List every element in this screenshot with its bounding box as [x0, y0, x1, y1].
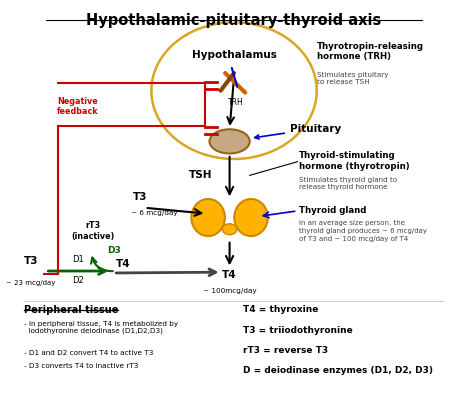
- Text: T3: T3: [133, 192, 147, 202]
- Ellipse shape: [234, 199, 268, 236]
- Text: Thyroid-stimulating
hormone (thyrotropin): Thyroid-stimulating hormone (thyrotropin…: [299, 151, 410, 171]
- Text: Negative
feedback: Negative feedback: [57, 97, 99, 116]
- Text: ~ 23 mcg/day: ~ 23 mcg/day: [7, 280, 56, 286]
- Text: T3 = triiodothyronine: T3 = triiodothyronine: [243, 326, 353, 335]
- Text: D1: D1: [72, 255, 84, 264]
- Text: - D3 converts T4 to inactive rT3: - D3 converts T4 to inactive rT3: [24, 363, 138, 369]
- Text: T3: T3: [24, 256, 38, 266]
- Text: T4 = thyroxine: T4 = thyroxine: [243, 305, 319, 314]
- Text: ~ 100mcg/day: ~ 100mcg/day: [203, 288, 256, 294]
- Text: ~ 6 mcg/day: ~ 6 mcg/day: [131, 210, 178, 216]
- Text: Thyrotropin-releasing
hormone (TRH): Thyrotropin-releasing hormone (TRH): [317, 42, 424, 61]
- Text: Hypothalamic-pituitary-thyroid axis: Hypothalamic-pituitary-thyroid axis: [86, 13, 382, 28]
- Text: of T3 and ~ 100 mcg/day of T4: of T3 and ~ 100 mcg/day of T4: [299, 236, 408, 242]
- Text: D = deiodinase enzymes (D1, D2, D3): D = deiodinase enzymes (D1, D2, D3): [243, 366, 433, 375]
- Text: rT3
(inactive): rT3 (inactive): [72, 221, 115, 241]
- Text: Stimulates pituitary
to release TSH: Stimulates pituitary to release TSH: [317, 72, 388, 86]
- Text: D3: D3: [107, 246, 120, 255]
- Text: rT3 = reverse T3: rT3 = reverse T3: [243, 346, 328, 355]
- Ellipse shape: [210, 129, 250, 154]
- Text: - D1 and D2 convert T4 to active T3: - D1 and D2 convert T4 to active T3: [24, 350, 154, 356]
- Text: Thyroid gland: Thyroid gland: [299, 206, 366, 215]
- Text: T4: T4: [116, 259, 130, 269]
- Text: Pituitary: Pituitary: [255, 124, 341, 139]
- Text: T4: T4: [222, 270, 237, 280]
- Text: TSH: TSH: [189, 170, 212, 180]
- Text: - In peripheral tissue, T4 is metabolized by
  iodothyronine deiodinase (D1,D2,D: - In peripheral tissue, T4 is metabolize…: [24, 321, 178, 335]
- Text: TRH: TRH: [228, 99, 243, 107]
- Ellipse shape: [222, 224, 237, 235]
- Text: D2: D2: [72, 276, 84, 285]
- Text: Stimulates thyroid gland to
release thyroid hormone: Stimulates thyroid gland to release thyr…: [299, 177, 397, 190]
- Text: Peripheral tissue: Peripheral tissue: [24, 305, 118, 315]
- Text: Hypothalamus: Hypothalamus: [191, 50, 276, 61]
- Ellipse shape: [191, 199, 225, 236]
- Text: thyroid gland produces ~ 6 mcg/day: thyroid gland produces ~ 6 mcg/day: [299, 228, 427, 234]
- Text: In an average size person, the: In an average size person, the: [299, 221, 405, 227]
